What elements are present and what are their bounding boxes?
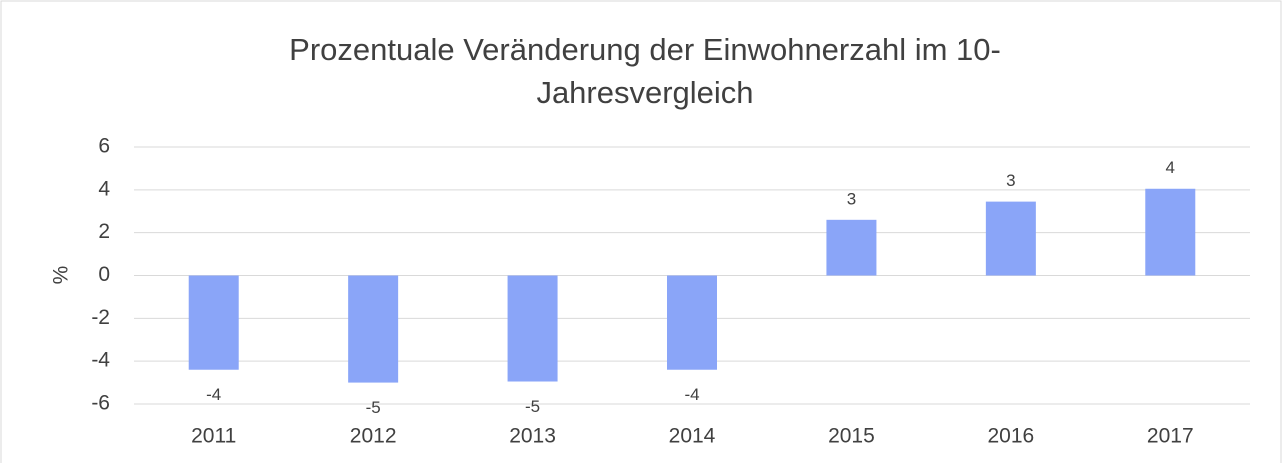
chart-title: Prozentuale Veränderung der Einwohnerzah… — [289, 32, 1001, 67]
data-label: 3 — [847, 189, 856, 208]
bar — [1145, 188, 1196, 276]
bar — [667, 275, 717, 370]
data-label: -5 — [525, 397, 540, 416]
x-tick-label: 2013 — [509, 425, 556, 448]
data-label: -5 — [366, 398, 381, 417]
x-tick-label: 2012 — [350, 425, 397, 448]
y-axis-label: % — [50, 266, 73, 285]
data-label: -4 — [684, 385, 699, 404]
y-tick-label: 4 — [98, 177, 110, 200]
bar — [826, 219, 877, 276]
x-tick-label: 2011 — [191, 425, 236, 448]
x-tick-label: 2017 — [1147, 425, 1194, 448]
x-tick-label: 2014 — [669, 425, 716, 448]
data-label: 3 — [1006, 171, 1015, 190]
y-tick-label: -4 — [91, 349, 110, 372]
bar — [985, 201, 1036, 276]
x-tick-label: 2015 — [828, 425, 875, 448]
data-label: 4 — [1166, 158, 1175, 177]
y-tick-label: 6 — [98, 135, 110, 158]
bar — [507, 275, 558, 382]
y-tick-label: 2 — [98, 220, 110, 243]
data-label: -4 — [206, 385, 221, 404]
bar — [348, 275, 399, 383]
chart-title: Jahresvergleich — [536, 75, 753, 110]
y-tick-label: 0 — [98, 263, 110, 286]
y-tick-label: -2 — [91, 306, 110, 329]
x-tick-label: 2016 — [987, 425, 1034, 448]
y-tick-label: -6 — [91, 392, 110, 415]
bar — [188, 275, 239, 370]
